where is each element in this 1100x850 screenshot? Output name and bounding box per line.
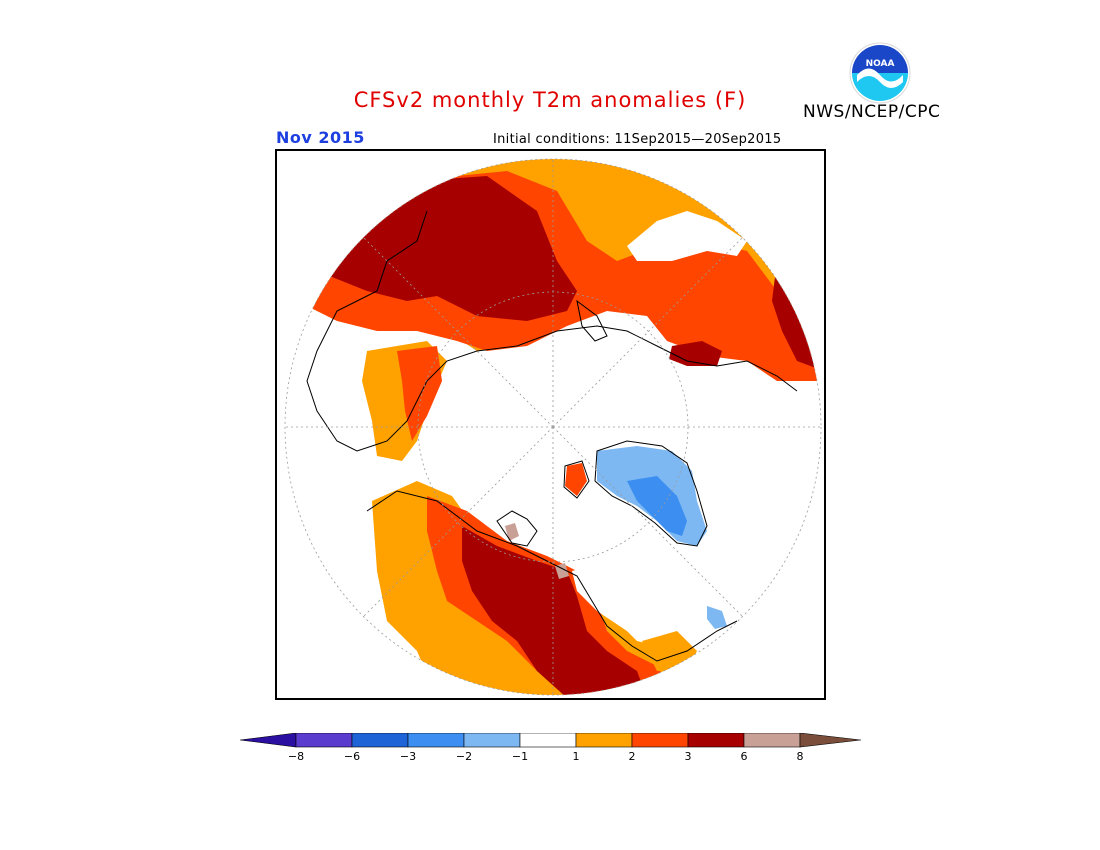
colorbar-swatch xyxy=(687,733,745,748)
colorbar-swatch xyxy=(575,733,633,748)
colorbar: −8 −6 −3 −2 −1 1 2 3 6 8 xyxy=(239,733,862,763)
noaa-logo-icon: NOAA xyxy=(849,42,911,104)
anomaly-region-europe-red xyxy=(397,346,442,441)
colorbar-tick-label: −6 xyxy=(344,750,360,763)
colorbar-swatch xyxy=(351,733,409,748)
colorbar-arrow-low xyxy=(239,733,297,748)
svg-text:NOAA: NOAA xyxy=(866,59,895,69)
colorbar-swatch xyxy=(407,733,465,748)
initial-conditions: Initial conditions: 11Sep2015—20Sep2015 xyxy=(493,132,782,147)
anomaly-region-chukotka-darkred xyxy=(669,341,722,366)
coastline-north-america xyxy=(366,490,738,662)
polar-map-panel xyxy=(275,149,826,700)
anomaly-region-canada-white-gap xyxy=(572,561,697,646)
colorbar-arrow-high xyxy=(799,733,862,748)
colorbar-tick-label: 1 xyxy=(573,750,580,763)
anomaly-region-hudson-orange xyxy=(642,631,697,671)
colorbar-tick-label: 3 xyxy=(685,750,692,763)
anomaly-region-canada-darkred xyxy=(462,526,647,695)
colorbar-tick-label: −3 xyxy=(400,750,416,763)
map-title: CFSv2 monthly T2m anomalies (F) xyxy=(353,88,747,112)
polar-map xyxy=(284,158,822,696)
colorbar-swatch xyxy=(519,733,577,748)
colorbar-tick-label: 6 xyxy=(741,750,748,763)
coastline-novaya-zemlya xyxy=(576,299,608,342)
colorbar-swatch xyxy=(631,733,689,748)
colorbar-tick-label: −1 xyxy=(512,750,528,763)
colorbar-swatch xyxy=(295,733,353,748)
colorbar-tick-label: 2 xyxy=(629,750,636,763)
anomaly-region-iceland-lightblue xyxy=(707,606,727,629)
colorbar-tick-label: −8 xyxy=(288,750,304,763)
anomaly-region-siberia-white-gap xyxy=(627,211,747,261)
forecast-month: Nov 2015 xyxy=(276,128,365,147)
agency-label: NWS/NCEP/CPC xyxy=(803,102,941,122)
coastline-svalbard xyxy=(563,460,590,499)
anomaly-region-svalbard-red xyxy=(565,463,587,496)
colorbar-swatch xyxy=(463,733,521,748)
coastline-eurasia xyxy=(306,210,798,452)
anomaly-region-brown-spot-1 xyxy=(505,523,519,541)
colorbar-tick-label: −2 xyxy=(456,750,472,763)
coastline-arctic-islands xyxy=(496,510,538,547)
colorbar-swatch xyxy=(743,733,801,748)
coastline-greenland xyxy=(594,440,708,547)
latitude-circle-outer xyxy=(284,158,822,696)
colorbar-tick-label: 8 xyxy=(797,750,804,763)
